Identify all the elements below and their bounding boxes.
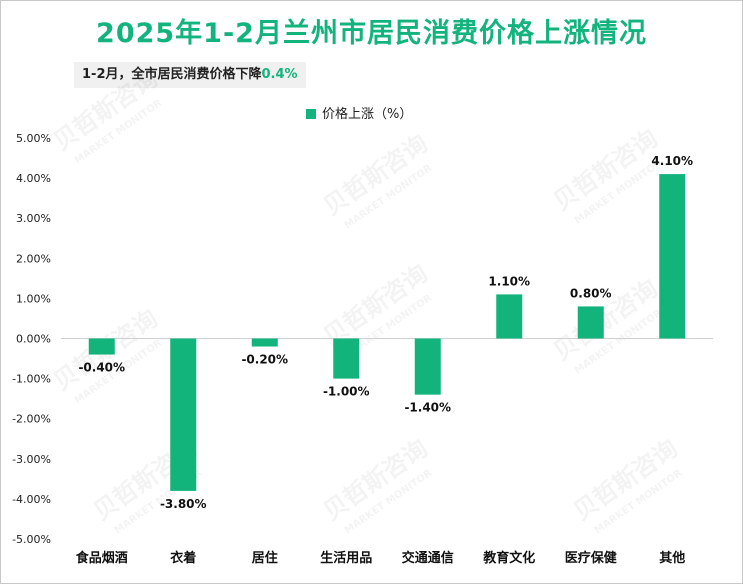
y-tick-label: 2.00% bbox=[16, 252, 51, 265]
y-axis: 5.00% 4.00% 3.00% 2.00% 1.00% 0.00% -1.00% -2.0… bbox=[12, 132, 51, 546]
y-tick-label: 3.00% bbox=[16, 212, 51, 225]
subtitle-text: 1-2月，全市居民消费价格下降 bbox=[82, 67, 262, 82]
subtitle-box: 1-2月，全市居民消费价格下降0.4% bbox=[74, 62, 306, 88]
y-tick-label: -5.00% bbox=[12, 533, 51, 546]
chart-title: 2025年1-2月兰州市居民消费价格上涨情况 bbox=[96, 18, 647, 49]
x-category-label: 居住 bbox=[252, 550, 278, 566]
legend-label: 价格上涨（%） bbox=[322, 107, 413, 122]
data-label: -3.80% bbox=[160, 497, 207, 511]
x-axis: 食品烟酒 衣着 居住 生活用品 交通通信 教育文化 医疗保健 其他 bbox=[76, 550, 686, 566]
bar bbox=[577, 306, 604, 339]
bar bbox=[414, 338, 441, 395]
y-tick-label: 4.00% bbox=[16, 172, 51, 185]
y-tick-label: 1.00% bbox=[16, 292, 51, 305]
x-category-label: 其他 bbox=[659, 550, 685, 566]
data-label: -0.20% bbox=[241, 353, 288, 367]
x-category-label: 交通通信 bbox=[402, 550, 454, 566]
bar bbox=[88, 338, 115, 355]
bar bbox=[251, 338, 278, 347]
y-tick-label: 5.00% bbox=[16, 132, 51, 145]
data-labels: -0.40% -3.80% -0.20% -1.00% -1.40% 1.10% 0.80%… bbox=[78, 154, 693, 511]
bar bbox=[170, 338, 197, 491]
y-tick-label: 0.00% bbox=[16, 333, 51, 346]
x-category-label: 生活用品 bbox=[320, 550, 372, 566]
y-tick-label: -2.00% bbox=[12, 413, 51, 426]
y-tick-label: -4.00% bbox=[12, 493, 51, 506]
bar bbox=[496, 294, 523, 339]
y-tick-label: -3.00% bbox=[12, 453, 51, 466]
bar bbox=[333, 338, 360, 379]
data-label: -0.40% bbox=[78, 361, 125, 375]
x-category-label: 教育文化 bbox=[482, 550, 535, 566]
x-category-label: 医疗保健 bbox=[565, 550, 617, 566]
x-category-label: 衣着 bbox=[170, 550, 196, 566]
data-label: -1.40% bbox=[404, 401, 451, 415]
bar bbox=[659, 174, 686, 339]
y-tick-label: -1.00% bbox=[12, 373, 51, 386]
legend-swatch bbox=[306, 108, 316, 119]
data-label: 0.80% bbox=[570, 286, 612, 300]
x-category-label: 食品烟酒 bbox=[76, 550, 128, 566]
bars bbox=[88, 174, 686, 491]
data-label: 4.10% bbox=[651, 154, 693, 168]
data-label: -1.00% bbox=[323, 385, 370, 399]
subtitle-value: 0.4% bbox=[261, 67, 298, 82]
data-label: 1.10% bbox=[488, 274, 530, 288]
legend: 价格上涨（%） bbox=[306, 105, 412, 125]
